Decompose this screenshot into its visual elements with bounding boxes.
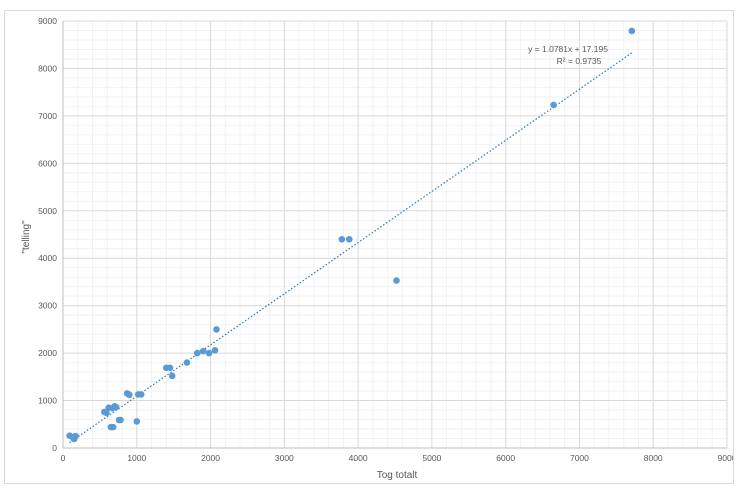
chart-area: 0 1000 2000 3000 4000 5000 6000 7000 8000 9000 0 1…: [4, 10, 737, 484]
data-point: [133, 418, 141, 425]
data-point: [112, 403, 120, 411]
y-axis-title: "telling": [21, 220, 32, 254]
data-point: [72, 432, 79, 440]
y-tick-label: 3000: [38, 301, 57, 311]
y-tick-label: 8000: [38, 63, 57, 73]
data-point: [550, 101, 557, 109]
data-point: [628, 27, 636, 35]
x-tick-label: 2000: [201, 453, 220, 463]
y-tick-label: 2000: [38, 348, 57, 358]
data-point: [103, 409, 110, 417]
trendline-equation: y = 1.0781x + 17.195: [528, 44, 608, 54]
axes: [62, 21, 727, 449]
y-tick-label: 9000: [38, 16, 57, 26]
y-tick-label: 7000: [38, 111, 57, 121]
data-point: [168, 372, 176, 380]
data-point: [126, 391, 133, 399]
data-point: [211, 346, 219, 354]
y-tick-label: 0: [52, 443, 57, 453]
trendline-group: [69, 52, 633, 444]
minor-gridlines: [63, 21, 727, 448]
y-tick-label: 5000: [38, 206, 57, 216]
scatter-chart: 0 1000 2000 3000 4000 5000 6000 7000 8000 9000 0 1…: [21, 16, 737, 481]
y-tick-label: 6000: [38, 158, 57, 168]
y-tick-labels: 0 1000 2000 3000 4000 5000 6000 7000 8000 9000: [38, 16, 57, 453]
x-tick-label: 4000: [349, 453, 368, 463]
data-point: [338, 235, 346, 243]
data-point: [193, 349, 201, 357]
data-point: [117, 416, 124, 424]
x-axis-title: Tog totalt: [377, 470, 418, 481]
data-points: [66, 27, 636, 443]
data-point: [345, 235, 353, 243]
x-tick-label: 3000: [275, 453, 294, 463]
x-tick-label: 9000: [718, 453, 733, 463]
x-tick-label: 1000: [127, 453, 146, 463]
data-point: [166, 364, 174, 372]
data-point: [183, 359, 191, 366]
x-tick-label: 0: [61, 453, 66, 463]
major-gridlines: [63, 20, 728, 448]
data-point: [213, 326, 220, 333]
trendline: [69, 52, 633, 444]
y-tick-label: 4000: [38, 253, 57, 263]
x-tick-label: 8000: [644, 453, 663, 463]
data-point: [109, 423, 117, 431]
data-point: [205, 349, 213, 357]
data-point: [137, 391, 145, 398]
x-tick-label: 7000: [570, 453, 589, 463]
x-tick-label: 5000: [422, 453, 441, 463]
x-tick-labels: 0 1000 2000 3000 4000 5000 6000 7000 8000 9000: [61, 453, 737, 463]
trendline-r-squared: R² = 0.9735: [557, 56, 602, 66]
y-tick-label: 1000: [38, 396, 57, 406]
data-point: [199, 347, 207, 355]
x-tick-label: 6000: [496, 453, 515, 463]
data-point: [393, 277, 400, 284]
